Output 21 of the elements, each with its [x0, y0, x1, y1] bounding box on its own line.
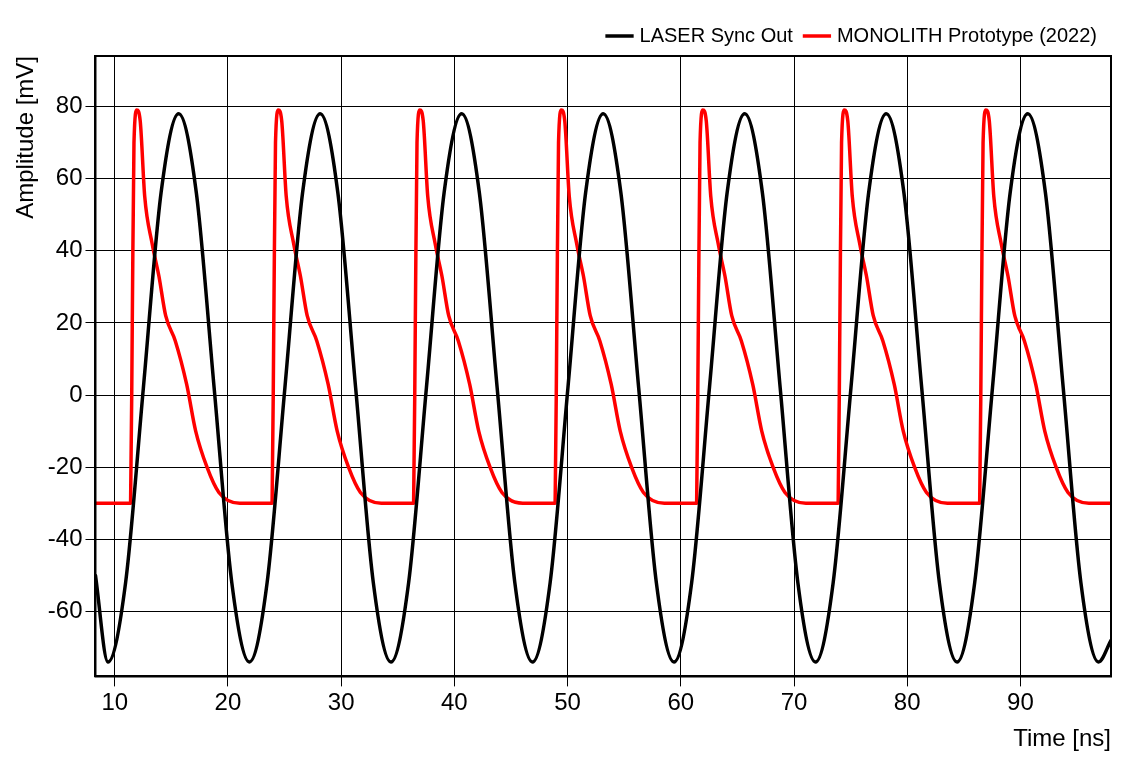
x-axis-title: Time [ns]	[1013, 724, 1111, 752]
x-tick-label: 30	[327, 688, 355, 716]
x-tick-label: 70	[780, 688, 808, 716]
y-tick-label: 0	[69, 379, 83, 407]
x-tick-label: 40	[441, 688, 468, 716]
y-tick-label: 60	[55, 163, 83, 191]
legend-label: LASER Sync Out	[639, 23, 794, 46]
y-axis-title: Amplitude [mV]	[11, 56, 39, 219]
y-tick-label: 20	[55, 307, 83, 335]
legend-label: MONOLITH Prototype (2022)	[836, 23, 1098, 46]
y-tick-label: -20	[47, 451, 83, 479]
x-tick-label: 90	[1007, 688, 1034, 716]
x-tick-label: 50	[554, 688, 581, 716]
x-tick-label: 60	[667, 688, 695, 716]
x-tick-label: 10	[101, 688, 129, 716]
x-tick-label: 20	[214, 688, 242, 716]
y-tick-label: -60	[47, 596, 83, 624]
y-tick-label: 40	[55, 235, 83, 263]
y-tick-label: -40	[47, 523, 83, 551]
x-tick-label: 80	[893, 688, 921, 716]
y-tick-label: 80	[55, 91, 83, 119]
